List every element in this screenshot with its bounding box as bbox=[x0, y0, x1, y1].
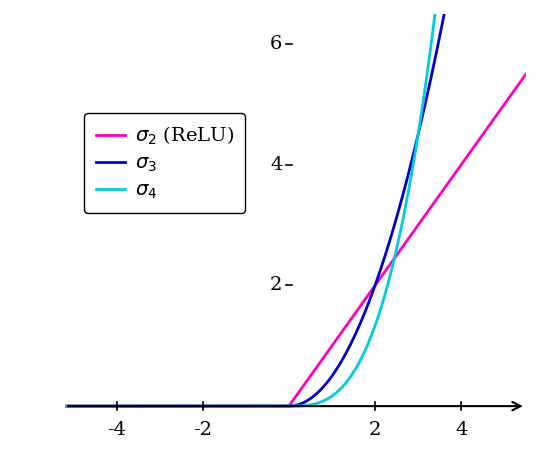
Text: 4: 4 bbox=[455, 421, 467, 439]
Text: 2: 2 bbox=[369, 421, 381, 439]
Legend: $\sigma_2$ (ReLU), $\sigma_3$, $\sigma_4$: $\sigma_2$ (ReLU), $\sigma_3$, $\sigma_4… bbox=[84, 113, 245, 213]
Text: 4: 4 bbox=[270, 156, 282, 174]
Text: 2: 2 bbox=[270, 277, 282, 294]
Text: -2: -2 bbox=[193, 421, 212, 439]
Text: -4: -4 bbox=[107, 421, 126, 439]
Text: 6: 6 bbox=[270, 35, 282, 53]
